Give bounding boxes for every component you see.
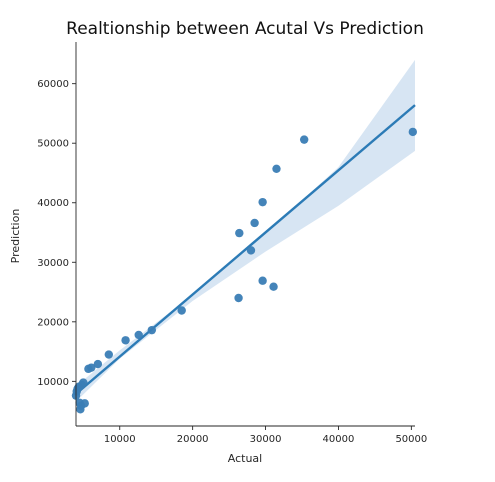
data-point	[272, 164, 281, 174]
data-point	[234, 293, 243, 303]
data-point	[121, 336, 130, 345]
y-tick-label: 60000	[37, 79, 69, 90]
data-point	[87, 363, 96, 372]
chart-title: Realtionship between Acutal Vs Predictio…	[66, 19, 424, 39]
data-point	[177, 306, 186, 315]
data-point	[80, 399, 89, 408]
data-point	[258, 197, 267, 207]
data-point	[246, 246, 256, 255]
y-tick-label: 40000	[37, 198, 69, 209]
data-point	[269, 282, 278, 291]
x-tick-label: 50000	[395, 434, 427, 445]
confidence-band	[76, 59, 415, 402]
data-point	[93, 359, 103, 369]
regression-line	[75, 104, 416, 395]
data-points-layer	[71, 127, 418, 414]
x-tick-label: 10000	[104, 434, 136, 445]
y-tick-label: 50000	[37, 139, 69, 150]
data-point	[235, 228, 244, 238]
y-tick-label: 20000	[37, 317, 69, 328]
data-point	[299, 135, 309, 144]
regression-line-layer	[75, 104, 416, 395]
data-point	[79, 378, 88, 387]
data-point	[250, 218, 259, 228]
data-point	[147, 325, 157, 335]
axes-layer: 10000 20000 30000 40000 50000 10000 20000 30000…	[37, 42, 427, 445]
x-axis-label: Actual	[228, 452, 262, 465]
data-point	[258, 276, 267, 285]
data-point	[104, 350, 114, 359]
y-tick-label: 30000	[37, 258, 69, 269]
y-axis-label: Prediction	[9, 209, 22, 264]
data-point	[408, 127, 418, 137]
x-tick-label: 20000	[177, 434, 209, 445]
data-point	[134, 330, 143, 340]
x-tick-label: 40000	[323, 434, 355, 445]
x-tick-label: 30000	[250, 434, 282, 445]
confidence-band-layer	[76, 59, 415, 402]
y-tick-label: 10000	[37, 377, 69, 388]
